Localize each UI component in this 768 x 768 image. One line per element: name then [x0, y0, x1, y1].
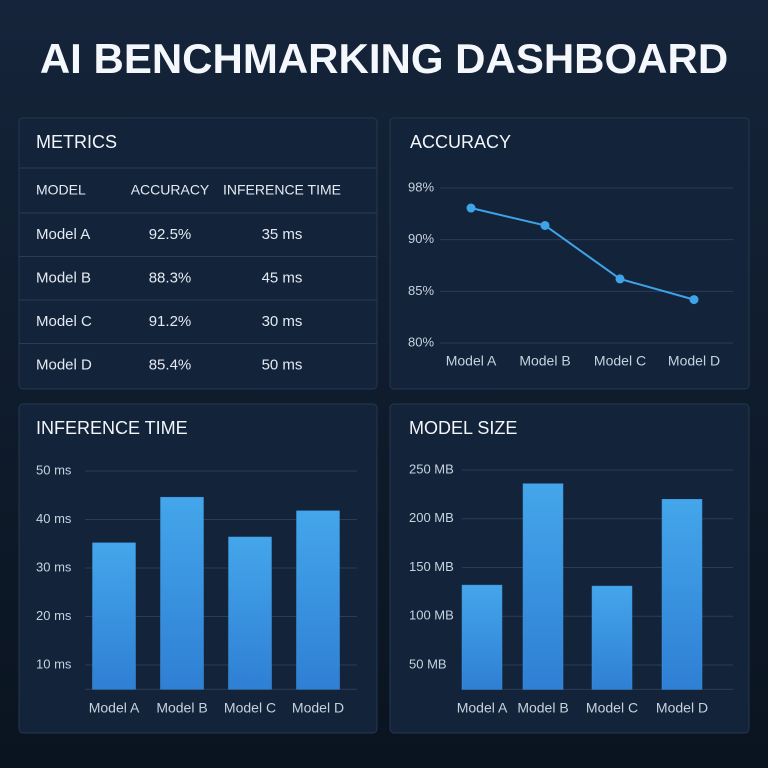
- bar: [522, 483, 564, 690]
- x-tick-label: Model A: [446, 353, 497, 369]
- x-tick-label: Model D: [668, 353, 720, 369]
- panel: [389, 117, 750, 390]
- y-tick-label: 50 MB: [409, 656, 447, 671]
- line: [470, 207, 695, 301]
- table-cell: 45 ms: [262, 269, 303, 286]
- y-tick-label: 20 ms: [36, 608, 72, 623]
- bar: [160, 496, 204, 690]
- table-cell: Model A: [36, 226, 90, 243]
- x-tick-label: Model D: [292, 700, 344, 716]
- x-tick-label: Model C: [594, 353, 646, 369]
- point: [540, 220, 550, 230]
- x-tick-label: Model A: [457, 700, 508, 716]
- table-cell: 92.5%: [149, 226, 192, 243]
- x-tick-label: Model B: [519, 353, 570, 369]
- point: [615, 274, 625, 284]
- table-cell: Model B: [36, 269, 91, 286]
- column-header: ACCURACY: [131, 182, 210, 198]
- table-title: METRICS: [36, 132, 117, 152]
- bar: [661, 499, 703, 690]
- table-cell: Model C: [36, 313, 92, 330]
- table-cell: 30 ms: [262, 313, 303, 330]
- point: [466, 203, 476, 213]
- y-tick-label: 30 ms: [36, 559, 72, 574]
- chart-title: ACCURACY: [410, 132, 511, 152]
- x-tick-label: Model B: [517, 700, 568, 716]
- table-cell: 91.2%: [149, 313, 192, 330]
- x-tick-label: Model A: [89, 700, 140, 716]
- panel: [18, 117, 378, 390]
- table-cell: 85.4%: [149, 356, 192, 373]
- x-tick-label: Model C: [224, 700, 276, 716]
- chart-title: MODEL SIZE: [409, 418, 517, 438]
- y-tick-label: 250 MB: [409, 461, 454, 476]
- bar: [296, 510, 340, 690]
- point: [689, 295, 699, 305]
- y-tick-label: 200 MB: [409, 510, 454, 525]
- table-cell: 35 ms: [262, 226, 303, 243]
- chart-title: INFERENCE TIME: [36, 418, 188, 438]
- bar: [92, 542, 136, 690]
- bar: [591, 585, 633, 690]
- table-cell: 88.3%: [149, 269, 192, 286]
- bar: [461, 584, 503, 690]
- table-cell: Model D: [36, 356, 92, 373]
- y-tick-label: 150 MB: [409, 559, 454, 574]
- y-tick-label: 100 MB: [409, 608, 454, 623]
- y-tick-label: 85%: [408, 283, 434, 298]
- y-tick-label: 80%: [408, 334, 434, 349]
- y-tick-label: 50 ms: [36, 462, 72, 477]
- x-tick-label: Model C: [586, 700, 638, 716]
- x-tick-label: Model B: [156, 700, 207, 716]
- table-cell: 50 ms: [262, 356, 303, 373]
- column-header: INFERENCE TIME: [223, 182, 341, 198]
- bar: [228, 536, 272, 690]
- page-title: AI BENCHMARKING DASHBOARD: [40, 35, 728, 82]
- y-tick-label: 40 ms: [36, 511, 72, 526]
- x-tick-label: Model D: [656, 700, 708, 716]
- y-tick-label: 10 ms: [36, 656, 72, 671]
- y-tick-label: 90%: [408, 231, 434, 246]
- y-tick-label: 98%: [408, 179, 434, 194]
- column-header: MODEL: [36, 182, 86, 198]
